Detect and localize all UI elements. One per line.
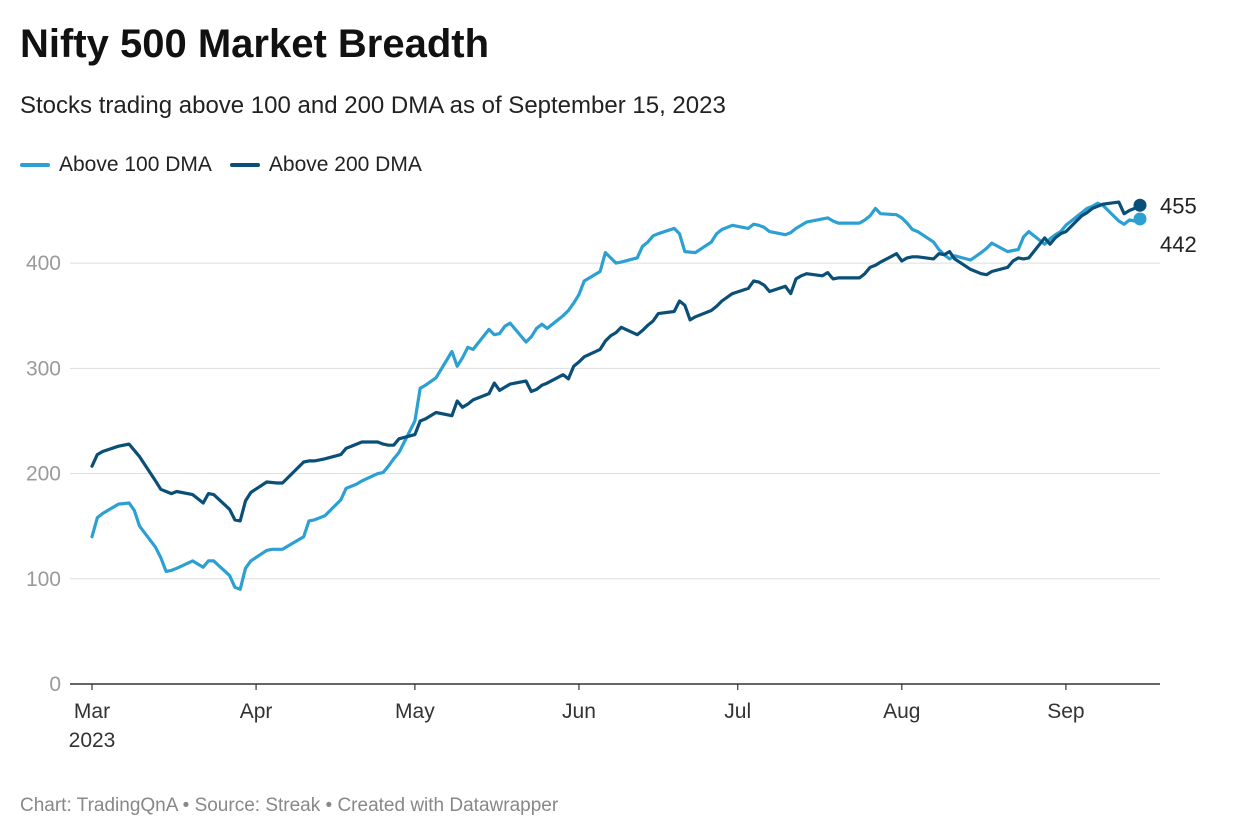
legend-item-above-200-dma: Above 200 DMA <box>229 153 422 177</box>
y-tick-label: 400 <box>26 252 61 275</box>
series-line-above-100-dma <box>90 201 1142 591</box>
x-tick-label: Jul <box>724 700 751 723</box>
end-point-above-100-dma <box>1133 212 1147 226</box>
x-tick-label: Jun <box>562 700 596 723</box>
x-tick-sublabel: 2023 <box>69 729 116 752</box>
legend-label-above-100-dma: Above 100 DMA <box>59 153 212 176</box>
end-point-above-200-dma <box>1133 198 1147 212</box>
x-tick-label: Aug <box>883 700 920 723</box>
x-tick-label: Sep <box>1047 700 1084 723</box>
legend-item-above-100-dma: Above 100 DMA <box>20 153 212 177</box>
legend: Above 100 DMA Above 200 DMA <box>20 153 440 177</box>
legend-swatch-above-100-dma <box>20 163 50 167</box>
x-tick-label: May <box>395 700 435 723</box>
x-tick-label: Mar <box>74 700 110 723</box>
legend-label-above-200-dma: Above 200 DMA <box>268 153 422 176</box>
y-tick-label: 0 <box>49 673 61 696</box>
y-tick-label: 100 <box>26 568 61 591</box>
end-label-above-100-dma: 442 <box>1160 232 1197 257</box>
chart-title: Nifty 500 Market Breadth <box>20 22 490 66</box>
chart-footer: Chart: TradingQnA • Source: Streak • Cre… <box>20 795 559 816</box>
x-tick-label: Apr <box>240 700 273 723</box>
end-label-above-200-dma: 455 <box>1160 193 1197 218</box>
chart-subtitle: Stocks trading above 100 and 200 DMA as … <box>20 92 726 119</box>
y-tick-label: 200 <box>26 463 61 486</box>
legend-swatch-above-200-dma <box>229 163 260 167</box>
y-tick-label: 300 <box>26 357 61 380</box>
series-line-above-200-dma <box>90 200 1142 523</box>
